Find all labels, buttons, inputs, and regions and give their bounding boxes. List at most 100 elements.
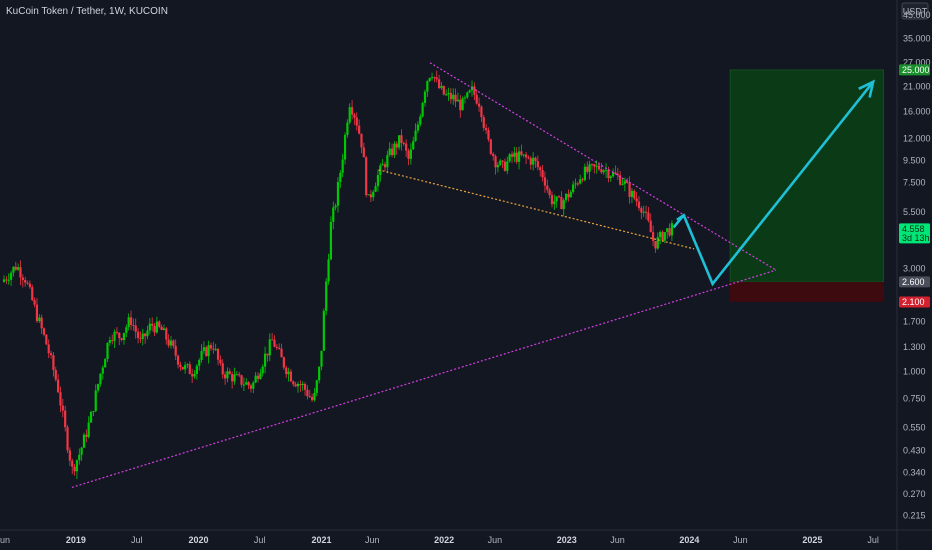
candle-body (367, 194, 370, 196)
candle-body (588, 164, 591, 172)
support-line (378, 169, 695, 250)
y-tick-label: 1.000 (903, 366, 926, 376)
candle-body (517, 151, 521, 162)
candle-body (663, 232, 666, 241)
candle-body (369, 194, 372, 198)
candle-body (348, 107, 351, 123)
candle-body (405, 143, 408, 151)
candle-body (120, 338, 123, 340)
candle-body (240, 375, 243, 385)
candle-body (581, 179, 584, 181)
candle-body (456, 99, 460, 102)
candle-body (550, 195, 554, 205)
candle-body (492, 153, 495, 157)
candle-body (7, 279, 10, 281)
candle-body (73, 466, 76, 472)
candle-body (75, 460, 79, 472)
candle-body (433, 77, 436, 79)
candle-body (626, 181, 629, 184)
candle-body (45, 334, 48, 345)
projection-layer (672, 79, 876, 287)
candle-body (579, 179, 582, 184)
y-tick-label: 0.550 (903, 422, 926, 432)
candle-body (148, 323, 151, 331)
candle-body (21, 277, 24, 281)
candle-body (181, 366, 184, 370)
candle-body (343, 134, 347, 160)
candle-body (619, 175, 622, 185)
candle-body (428, 78, 431, 82)
candle-body (141, 333, 144, 339)
candle-body (327, 259, 330, 282)
candle-body (155, 321, 158, 333)
candle-body (205, 347, 208, 357)
y-tick-label: 0.430 (903, 445, 926, 455)
candle-body (318, 366, 321, 381)
candle-body (226, 371, 229, 379)
candle-body (485, 127, 488, 131)
candle-body (562, 200, 565, 210)
x-tick-label: 2025 (802, 535, 822, 545)
x-tick-label: 2020 (189, 535, 209, 545)
candle-body (529, 158, 532, 165)
candle-body (82, 434, 86, 448)
candle-body (358, 125, 361, 134)
candle-body (289, 371, 293, 382)
candle-body (101, 367, 104, 374)
candle-body (459, 99, 462, 111)
x-tick-label: Jun (610, 535, 625, 545)
candle-body (623, 181, 626, 184)
price-badge (899, 296, 930, 308)
candle-body (402, 142, 405, 144)
candle-body (546, 185, 549, 190)
candle-body (52, 355, 55, 371)
candle-body (576, 183, 579, 185)
candle-body (360, 133, 363, 148)
candle-body (299, 383, 302, 386)
candle-body (306, 389, 309, 397)
candle-body (122, 332, 126, 340)
candle-body (146, 330, 149, 337)
candle-body (235, 374, 238, 376)
candle-body (564, 193, 568, 201)
candle-body (416, 124, 420, 131)
candle-body (600, 169, 603, 173)
y-tick-label: 35.000 (903, 33, 931, 43)
candle-body (640, 208, 643, 213)
candle-body (292, 381, 295, 385)
candle-body (136, 331, 140, 338)
candle-body (118, 332, 121, 339)
candle-body (670, 223, 674, 236)
candle-body (633, 190, 636, 199)
price-badge (899, 276, 930, 288)
candle-body (496, 164, 499, 168)
candle-body (273, 339, 276, 347)
candle-body (473, 86, 476, 95)
x-tick-label: Jul (254, 535, 266, 545)
zone-layer (729, 69, 884, 302)
candle-body (322, 310, 325, 351)
candles-layer (2, 70, 674, 480)
candle-body (94, 390, 97, 412)
candle-body (569, 192, 572, 198)
candle-body (334, 205, 337, 208)
candle-body (2, 279, 6, 282)
candle-body (482, 117, 485, 128)
candle-body (188, 364, 191, 375)
x-tick-label: 2022 (434, 535, 454, 545)
candle-body (158, 321, 161, 327)
candle-body (365, 157, 368, 196)
candle-body (449, 92, 452, 100)
candle-body (99, 373, 102, 385)
price-badge-label: 2.600 (902, 277, 925, 287)
candle-body (539, 167, 542, 171)
candle-body (560, 196, 563, 210)
candle-body (191, 374, 194, 377)
candle-body (66, 427, 69, 451)
candle-body (17, 267, 20, 270)
candle-body (104, 359, 107, 368)
candle-body (54, 370, 57, 380)
